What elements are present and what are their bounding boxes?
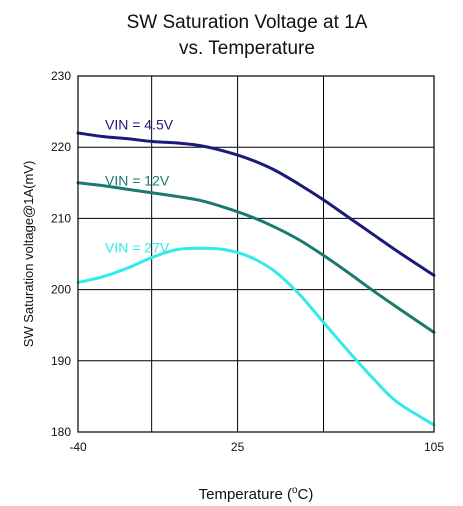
series-label-1: VIN = 4.5V xyxy=(105,116,174,132)
y-tick-label: 220 xyxy=(51,140,71,154)
y-tick-labels: 180 190 200 210 220 230 xyxy=(51,69,71,439)
y-tick-label: 200 xyxy=(51,283,71,297)
y-tick-label: 230 xyxy=(51,69,71,83)
series-line-1 xyxy=(76,131,436,277)
x-tick-label: -40 xyxy=(69,440,87,454)
chart-title-line2: vs. Temperature xyxy=(179,38,315,59)
y-tick-label: 180 xyxy=(51,425,71,439)
x-axis-label-unit: C) xyxy=(298,486,314,503)
series-label-2: VIN = 12V xyxy=(105,173,170,189)
x-tick-labels: -40 25 105 xyxy=(69,440,444,454)
y-axis-label: SW Saturation voltage@1A(mV) xyxy=(21,161,36,348)
series-label-3: VIN = 27V xyxy=(105,240,170,256)
x-tick-label: 25 xyxy=(231,440,245,454)
series-line-3 xyxy=(76,246,436,427)
x-tick-label: 105 xyxy=(424,440,444,454)
series-line-2 xyxy=(76,181,436,334)
series-labels: VIN = 4.5V VIN = 12V VIN = 27V xyxy=(105,116,174,255)
series-lines xyxy=(76,131,436,427)
x-axis-label: Temperature (oC) xyxy=(199,485,314,503)
x-axis-label-text: Temperature ( xyxy=(199,486,292,503)
plot-frame xyxy=(77,75,435,433)
y-tick-label: 210 xyxy=(51,211,71,225)
x-axis-label-degree: o xyxy=(292,485,298,496)
chart-title-line1: SW Saturation Voltage at 1A xyxy=(127,12,368,33)
y-tick-label: 190 xyxy=(51,354,71,368)
